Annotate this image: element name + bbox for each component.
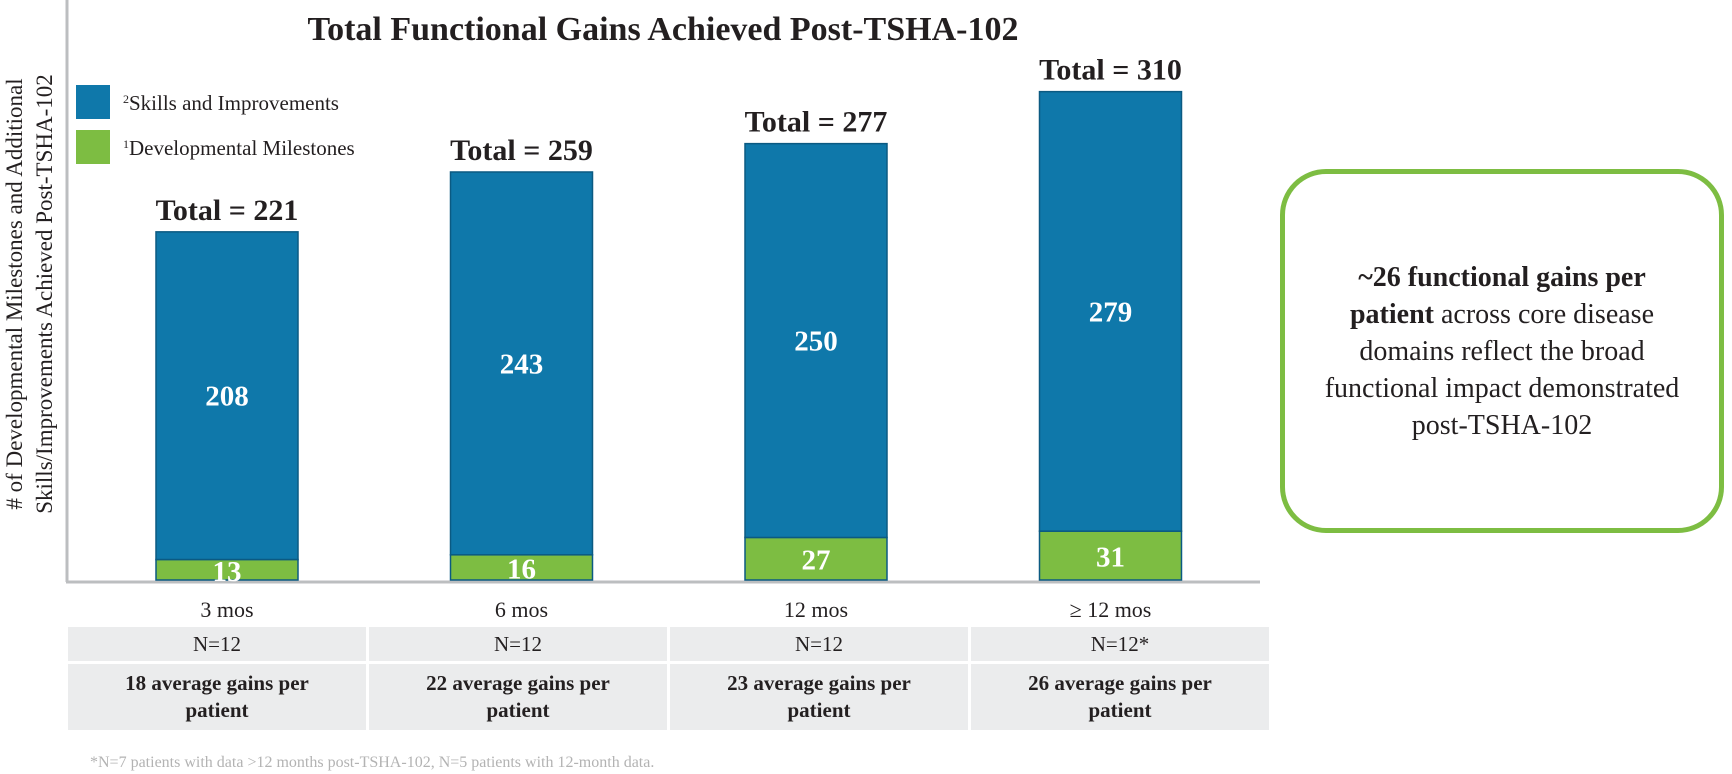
avg-gains-cell: 23 average gains per patient (670, 664, 968, 730)
x-tick-label: 6 mos (495, 597, 548, 620)
footnote: *N=7 patients with data >12 months post-… (90, 754, 655, 771)
y-axis-label-line-1: # of Developmental Milestones and Additi… (2, 78, 27, 509)
bar-skills (1038, 90, 1183, 532)
bar-total-label: Total = 259 (450, 134, 593, 167)
chart-title: Total Functional Gains Achieved Post-TSH… (308, 11, 1019, 48)
legend-swatch-milestones (76, 130, 110, 164)
bar-value-label-milestones: 16 (507, 553, 536, 585)
bar-milestones (744, 536, 888, 581)
avg-gains-cell: 18 average gains per patient (68, 664, 366, 730)
legend-swatch-skills (76, 85, 110, 119)
avg-gains-cell: 26 average gains per patient (971, 664, 1269, 730)
stacked-bar-chart: Total Functional Gains Achieved Post-TSH… (2, 0, 1260, 620)
bar-value-label-milestones: 27 (802, 545, 831, 577)
x-tick-label: 12 mos (784, 597, 848, 620)
bar-value-label-milestones: 31 (1096, 542, 1125, 574)
bar-value-label-skills: 250 (794, 326, 838, 358)
summary-table: N=12 N=12 N=12 N=12* 18 average gains pe… (68, 627, 1269, 730)
legend-label-milestones: 1Developmental Milestones (123, 136, 355, 160)
bar-total-label: Total = 277 (745, 106, 888, 139)
bar-total-label: Total = 221 (156, 194, 299, 227)
bar-skills (155, 231, 299, 561)
bar-value-label-milestones: 13 (213, 556, 242, 588)
n-cell: N=12 (68, 627, 366, 661)
callout-rest-text: across core disease domains reflect the … (1324, 298, 1680, 441)
callout-text: ~26 functional gains per patient across … (1313, 259, 1691, 444)
y-axis-label: # of Developmental Milestones and Additi… (2, 74, 57, 514)
y-axis-label-line-2: Skills/Improvements Achieved Post-TSHA-1… (32, 74, 57, 514)
callout-bold-text: ~26 functional gains per patient (1349, 261, 1646, 330)
legend-label-skills: 2Skills and Improvements (123, 91, 339, 115)
n-cell: N=12* (971, 627, 1269, 661)
legend-sup-skills: 2 (123, 92, 129, 106)
n-cell: N=12 (670, 627, 968, 661)
avg-gains-cell: 22 average gains per patient (369, 664, 667, 730)
bar-value-label-skills: 243 (500, 348, 544, 380)
bars-group: 13 208 Total = 221 3 mos 16 243 Total = 259 6 m… (155, 54, 1183, 620)
n-cell: N=12 (369, 627, 667, 661)
bar-total-label: Total = 310 (1039, 54, 1182, 87)
bar-value-label-skills: 208 (205, 381, 249, 413)
bar-skills (449, 171, 594, 556)
callout-box: ~26 functional gains per patient across … (1280, 169, 1724, 533)
legend: 2Skills and Improvements 1Developmental … (76, 85, 355, 164)
x-tick-label: ≥ 12 mos (1070, 597, 1152, 620)
x-tick-label: 3 mos (200, 597, 253, 620)
legend-text-skills: Skills and Improvements (129, 91, 339, 115)
bar-skills (744, 142, 888, 539)
bar-value-label-skills: 279 (1089, 296, 1133, 328)
legend-sup-milestones: 1 (123, 137, 129, 151)
legend-text-milestones: Developmental Milestones (129, 136, 355, 160)
